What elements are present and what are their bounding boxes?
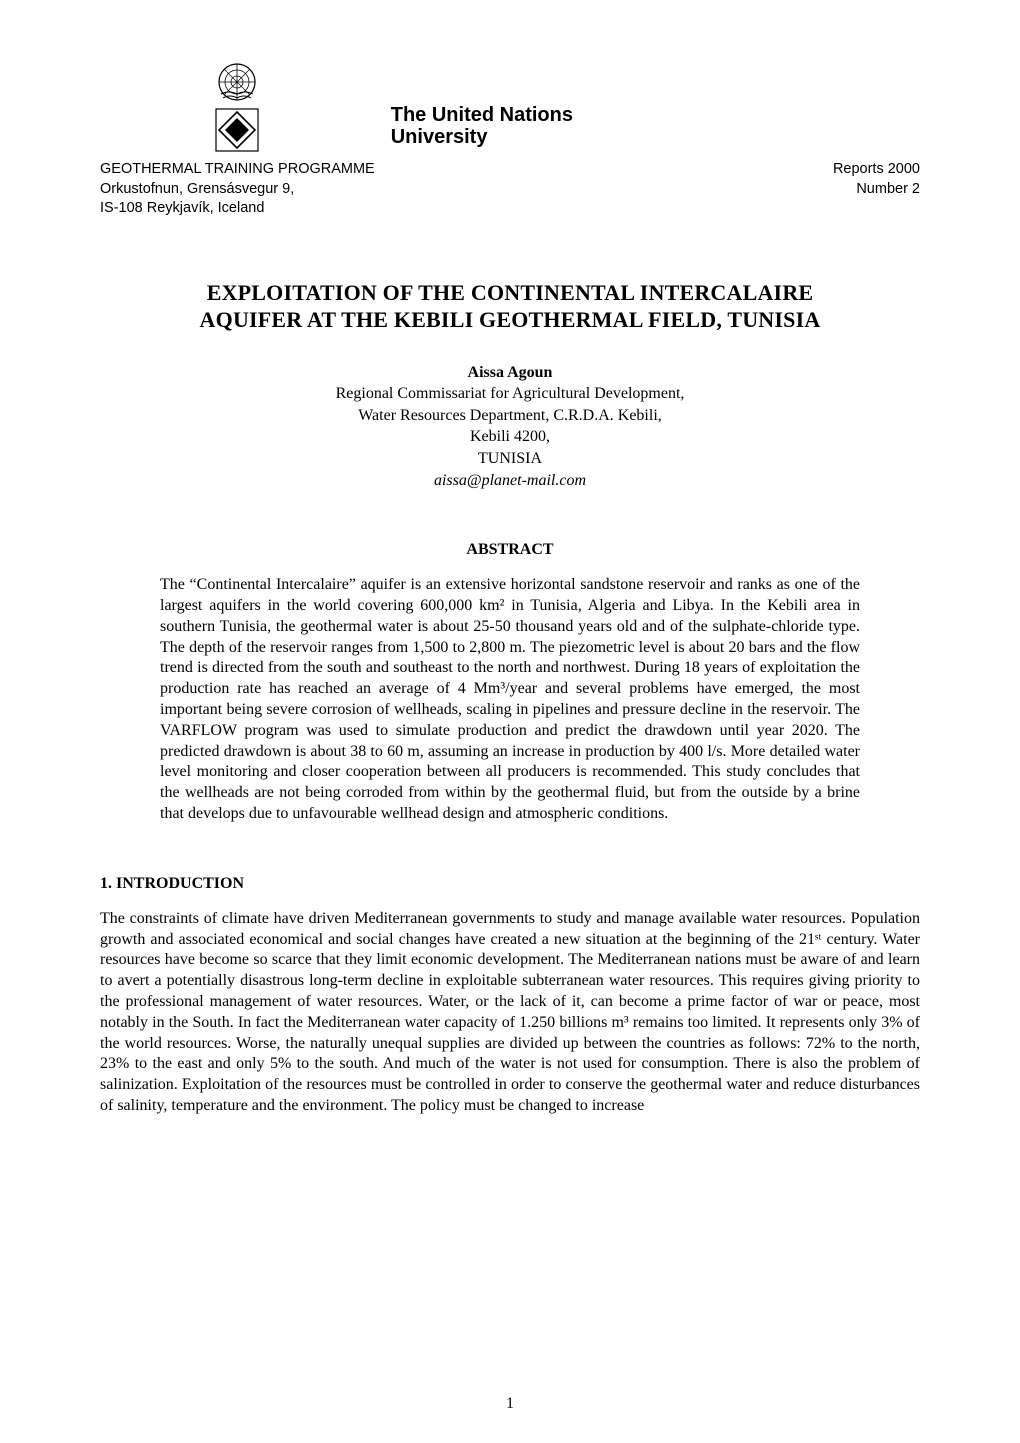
header-meta: Reports 2000 Number 2 [833, 60, 920, 199]
section-1-heading: 1. INTRODUCTION [100, 875, 920, 893]
header-left: GEOTHERMAL TRAINING PROGRAMME Orkustofnu… [100, 60, 573, 219]
title-line-1: EXPLOITATION OF THE CONTINENTAL INTERCAL… [100, 279, 920, 307]
unu-text-line-2: University [391, 126, 573, 148]
author-affiliation-3: Kebili 4200, [100, 426, 920, 448]
un-emblem-icon [215, 60, 259, 104]
unu-text-line-1: The United Nations [391, 104, 573, 126]
author-email: aissa@planet-mail.com [100, 470, 920, 492]
logo-block [100, 60, 375, 152]
number-label: Number 2 [833, 180, 920, 200]
logo-column: GEOTHERMAL TRAINING PROGRAMME Orkustofnu… [100, 60, 375, 219]
affiliation-line-1: GEOTHERMAL TRAINING PROGRAMME [100, 160, 375, 180]
title-block: EXPLOITATION OF THE CONTINENTAL INTERCAL… [100, 279, 920, 334]
author-affiliation-4: TUNISIA [100, 448, 920, 470]
affiliation-line-2: Orkustofnun, Grensásvegur 9, [100, 180, 375, 200]
page-number: 1 [0, 1395, 1020, 1413]
author-affiliation-1: Regional Commissariat for Agricultural D… [100, 383, 920, 405]
abstract-heading: ABSTRACT [100, 541, 920, 559]
page: GEOTHERMAL TRAINING PROGRAMME Orkustofnu… [0, 0, 1020, 1443]
header: GEOTHERMAL TRAINING PROGRAMME Orkustofnu… [100, 60, 920, 219]
author-affiliation-2: Water Resources Department, C.R.D.A. Keb… [100, 405, 920, 427]
title-line-2: AQUIFER AT THE KEBILI GEOTHERMAL FIELD, … [100, 306, 920, 334]
unu-text: The United Nations University [391, 60, 573, 148]
affiliation: GEOTHERMAL TRAINING PROGRAMME Orkustofnu… [100, 160, 375, 219]
reports-label: Reports 2000 [833, 160, 920, 180]
unu-logo-icon [215, 108, 259, 152]
author-name: Aissa Agoun [100, 362, 920, 384]
author-block: Aissa Agoun Regional Commissariat for Ag… [100, 362, 920, 492]
section-1-para-1: The constraints of climate have driven M… [100, 909, 920, 1117]
affiliation-line-3: IS-108 Reykjavík, Iceland [100, 199, 375, 219]
abstract-body: The “Continental Intercalaire” aquifer i… [160, 575, 860, 825]
